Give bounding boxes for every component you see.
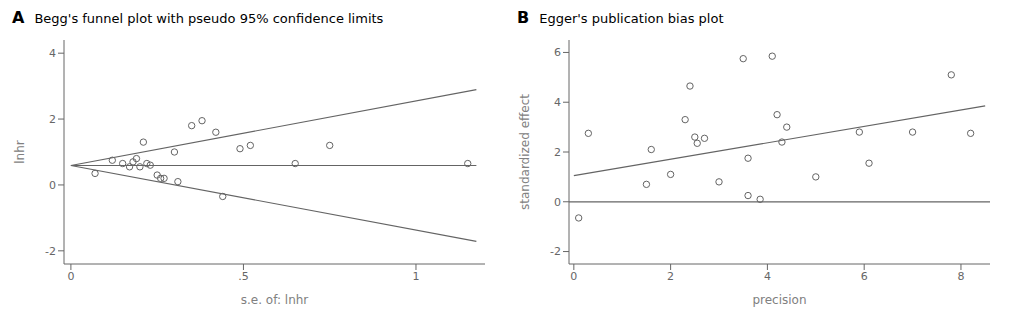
html-text:B: B [517, 8, 530, 27]
svg-text:6: 6 [861, 270, 868, 283]
svg-text:8: 8 [957, 270, 964, 283]
svg-text:0: 0 [554, 196, 561, 209]
svg-text:-2: -2 [45, 245, 56, 258]
svg-text:0: 0 [49, 179, 56, 192]
svg-text:standardized effect: standardized effect [518, 94, 532, 210]
svg-text:s.e. of: lnhr: s.e. of: lnhr [241, 293, 309, 307]
svg-text:2: 2 [554, 146, 561, 159]
svg-text:6: 6 [554, 46, 561, 59]
svg-text:2: 2 [667, 270, 674, 283]
svg-text:0: 0 [570, 270, 577, 283]
svg-text:1: 1 [412, 270, 419, 283]
svg-text:.5: .5 [238, 270, 249, 283]
svg-text:precision: precision [752, 293, 806, 307]
svg-text:4: 4 [764, 270, 771, 283]
html-text:Egger's publication bias plot: Egger's publication bias plot [539, 11, 724, 26]
svg-text:-2: -2 [550, 245, 561, 258]
svg-text:4: 4 [554, 96, 561, 109]
svg-text:4: 4 [49, 47, 56, 60]
html-text:A: A [12, 8, 25, 27]
svg-text:2: 2 [49, 113, 56, 126]
svg-text:lnhr: lnhr [13, 140, 27, 164]
svg-text:0: 0 [67, 270, 74, 283]
html-text:Begg's funnel plot with pseudo: Begg's funnel plot with pseudo 95% confi… [34, 11, 384, 26]
